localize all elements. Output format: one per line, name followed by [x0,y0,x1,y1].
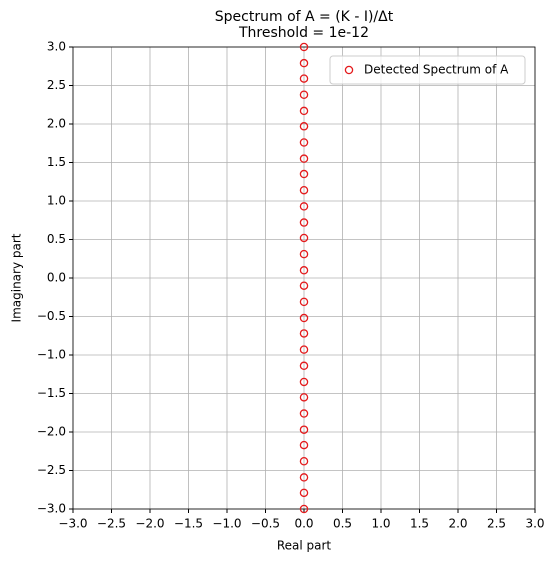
legend-box [329,55,526,85]
point [299,409,309,418]
point [299,90,309,99]
y-tick-label: −1.5 [37,386,66,400]
x-tick-label: −1.0 [212,517,241,531]
point [299,202,309,211]
x-tick-label: −1.5 [174,517,203,531]
legend-marker [344,65,354,75]
plot-frame [72,46,536,510]
x-tick-label: −2.5 [97,517,126,531]
point [299,473,309,482]
y-tick-label: 2.0 [47,117,66,131]
point [299,74,309,83]
point [299,457,309,466]
y-tick-label: 0.5 [47,232,66,246]
point [299,345,309,354]
point [299,122,309,131]
point [299,154,309,163]
point [299,329,309,338]
point [299,233,309,243]
point [299,266,309,275]
y-tick-label: 1.0 [47,194,66,208]
x-axis-label: Real part [277,539,332,553]
point [299,440,309,450]
chart-subtitle: Threshold = 1e-12 [238,25,369,41]
point [299,281,309,290]
x-tick-label: −0.5 [251,517,280,531]
x-tick-label: −2.0 [135,517,164,531]
x-tick-label: 2.5 [487,517,506,531]
y-axis-label: Imaginary part [10,233,24,322]
point [299,297,309,307]
x-tick-label: 1.5 [410,517,429,531]
chart-title: Spectrum of A = (K - I)/Δt [215,9,394,25]
point [299,377,309,387]
point [299,393,309,402]
x-tick-label: 1.0 [371,517,390,531]
legend-label: Detected Spectrum of A [364,63,509,77]
point [299,58,309,68]
x-tick-label: 2.0 [448,517,467,531]
point [299,488,309,498]
point [299,106,309,116]
y-tick-label: −0.5 [37,309,66,323]
point [299,42,309,52]
y-tick-label: 1.5 [47,155,66,169]
y-tick-label: −3.0 [37,502,66,516]
point [299,361,309,371]
y-tick-label: −2.0 [37,425,66,439]
y-tick-label: 3.0 [47,40,66,54]
y-tick-label: −1.0 [37,348,66,362]
point [299,218,309,227]
y-tick-label: 0.0 [47,271,66,285]
point [299,425,309,434]
point [299,249,309,259]
y-tick-label: 2.5 [47,78,66,92]
point [299,504,309,514]
point [299,185,309,195]
x-tick-label: 0.0 [294,517,313,531]
point [299,138,309,147]
x-tick-label: −3.0 [58,517,87,531]
x-tick-label: 0.5 [333,517,352,531]
point [299,313,309,323]
x-tick-label: 3.0 [525,517,544,531]
y-tick-label: −2.5 [37,463,66,477]
point [299,169,309,179]
